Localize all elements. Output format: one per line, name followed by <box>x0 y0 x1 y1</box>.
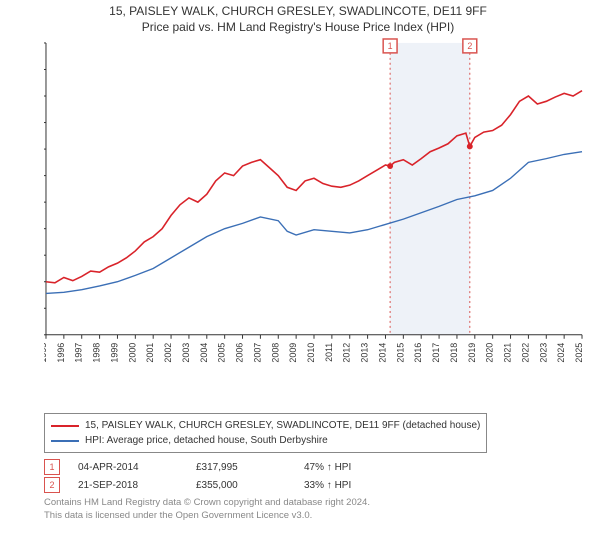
svg-text:2017: 2017 <box>431 343 441 363</box>
svg-text:2012: 2012 <box>342 343 352 363</box>
svg-text:2000: 2000 <box>127 343 137 363</box>
svg-text:2018: 2018 <box>449 343 459 363</box>
marker-price: £355,000 <box>196 480 286 491</box>
legend-swatch-price <box>51 425 79 427</box>
title-line-2: Price paid vs. HM Land Registry's House … <box>4 20 592 36</box>
svg-text:1997: 1997 <box>74 343 84 363</box>
svg-text:2010: 2010 <box>306 343 316 363</box>
marker-box: 1 <box>44 459 60 475</box>
svg-text:2014: 2014 <box>377 343 387 363</box>
svg-text:2023: 2023 <box>538 343 548 363</box>
marker-row: 1 04-APR-2014 £317,995 47% ↑ HPI <box>44 459 592 475</box>
svg-text:2005: 2005 <box>217 343 227 363</box>
svg-text:2002: 2002 <box>163 343 173 363</box>
marker-price: £317,995 <box>196 462 286 473</box>
legend: 15, PAISLEY WALK, CHURCH GRESLEY, SWADLI… <box>44 413 487 453</box>
svg-text:2006: 2006 <box>235 343 245 363</box>
svg-text:1995: 1995 <box>44 343 48 363</box>
svg-text:2001: 2001 <box>145 343 155 363</box>
marker-date: 04-APR-2014 <box>78 462 178 473</box>
title-line-1: 15, PAISLEY WALK, CHURCH GRESLEY, SWADLI… <box>4 4 592 20</box>
marker-row: 2 21-SEP-2018 £355,000 33% ↑ HPI <box>44 477 592 493</box>
svg-text:2004: 2004 <box>199 343 209 363</box>
marker-table: 1 04-APR-2014 £317,995 47% ↑ HPI 2 21-SEP-201… <box>44 459 592 493</box>
footer: Contains HM Land Registry data © Crown c… <box>44 497 592 522</box>
svg-text:2024: 2024 <box>556 343 566 363</box>
marker-delta: 47% ↑ HPI <box>304 462 351 473</box>
marker-box: 2 <box>44 477 60 493</box>
svg-text:1: 1 <box>388 41 393 51</box>
svg-text:2003: 2003 <box>181 343 191 363</box>
chart-area: £0£50K£100K£150K£200K£250K£300K£350K£400… <box>44 37 584 407</box>
svg-text:2007: 2007 <box>252 343 262 363</box>
svg-text:2016: 2016 <box>413 343 423 363</box>
svg-text:2025: 2025 <box>574 343 584 363</box>
svg-text:1996: 1996 <box>56 343 66 363</box>
svg-text:2019: 2019 <box>467 343 477 363</box>
svg-text:2011: 2011 <box>324 343 334 362</box>
legend-label-hpi: HPI: Average price, detached house, Sout… <box>85 433 328 448</box>
marker-delta: 33% ↑ HPI <box>304 480 351 491</box>
footer-line-1: Contains HM Land Registry data © Crown c… <box>44 497 592 509</box>
svg-text:2020: 2020 <box>485 343 495 363</box>
svg-text:2008: 2008 <box>270 343 280 363</box>
svg-text:2: 2 <box>467 41 472 51</box>
svg-text:2013: 2013 <box>360 343 370 363</box>
line-chart: £0£50K£100K£150K£200K£250K£300K£350K£400… <box>44 37 584 375</box>
legend-label-price: 15, PAISLEY WALK, CHURCH GRESLEY, SWADLI… <box>85 418 480 433</box>
svg-text:2021: 2021 <box>503 343 513 363</box>
footer-line-2: This data is licensed under the Open Gov… <box>44 510 592 522</box>
svg-text:2022: 2022 <box>520 343 530 363</box>
marker-date: 21-SEP-2018 <box>78 480 178 491</box>
legend-swatch-hpi <box>51 440 79 442</box>
svg-text:2009: 2009 <box>288 343 298 363</box>
svg-text:1999: 1999 <box>109 343 119 363</box>
svg-text:1998: 1998 <box>92 343 102 363</box>
svg-text:2015: 2015 <box>395 343 405 363</box>
